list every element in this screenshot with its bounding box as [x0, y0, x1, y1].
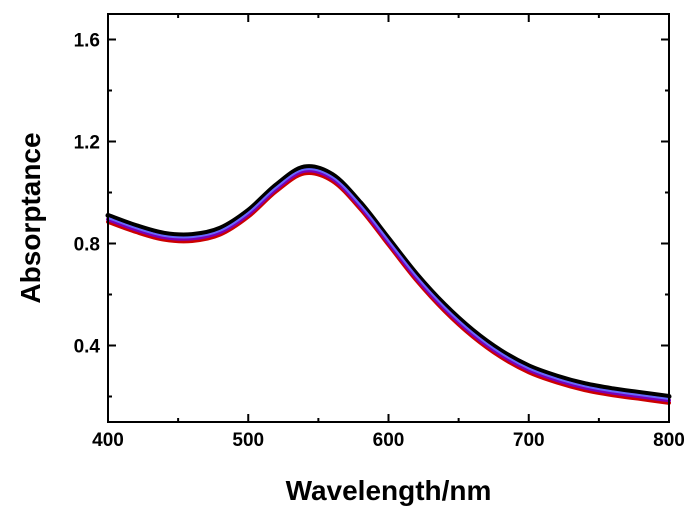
y-axis-title: Absorptance	[15, 132, 46, 303]
y-tick-label: 1.2	[74, 133, 100, 154]
x-tick-label: 700	[513, 430, 545, 451]
x-axis-title: Wavelength/nm	[286, 475, 492, 506]
y-tick-label: 1.6	[74, 31, 100, 52]
series-line-2	[106, 170, 671, 405]
y-tick-label: 0.8	[74, 235, 100, 256]
series-line-4	[107, 168, 670, 401]
plot-frame	[107, 13, 670, 423]
y-tick-label: 0.4	[74, 337, 101, 358]
series-line-1	[105, 164, 672, 399]
series-line-3	[106, 168, 671, 403]
ticks-layer: 400 500 600 700 800 0.4 0.8 1.2 1.6	[74, 14, 685, 451]
x-tick-label: 400	[92, 430, 124, 451]
series-layer	[105, 164, 672, 405]
x-tick-label: 500	[232, 430, 264, 451]
x-tick-label: 800	[653, 430, 685, 451]
x-tick-label: 600	[373, 430, 405, 451]
